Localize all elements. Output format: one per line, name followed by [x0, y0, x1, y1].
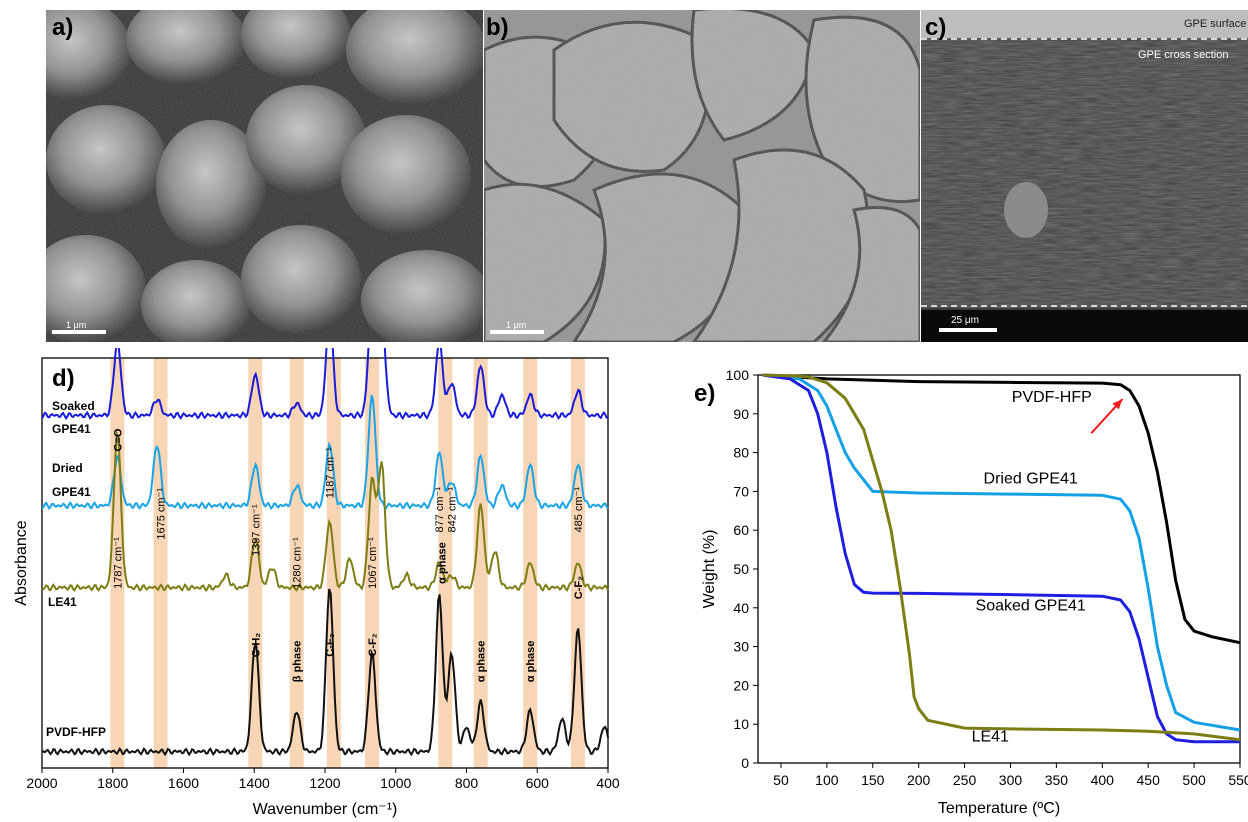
sem-image-b: b) 1 μm: [484, 10, 920, 342]
annotation-d-11: C-F₂: [573, 576, 585, 599]
annotation-d-1: 1787 cm⁻¹: [112, 537, 124, 589]
annotation-d-2: 1675 cm⁻¹: [156, 488, 168, 540]
panel-label-b: b): [486, 14, 509, 42]
annotation-d-9: 485 cm⁻¹: [573, 487, 585, 533]
x-tick-label-e-9: 500: [1182, 772, 1206, 788]
annotation-d-10: α phase: [437, 542, 449, 584]
chart-e-tga: PVDF-HFP Dried GPE41 Soaked GPE41 LE41 50 100…: [672, 348, 1248, 822]
annotation-d-17: α phase: [525, 641, 537, 683]
annotation-d-0: C=O: [112, 428, 124, 451]
y-tick-label-e-5: 50: [733, 561, 749, 577]
x-tick-label-d-6: 800: [455, 775, 479, 791]
y-tick-label-e-6: 60: [733, 522, 749, 538]
x-tick-label-d-5: 1000: [380, 775, 411, 791]
annotation-d-13: β phase: [292, 641, 304, 683]
gpe-surface-label: GPE surface: [1184, 18, 1246, 30]
panel-label-a: a): [52, 14, 73, 42]
scale-bar-label-a: 1 μm: [66, 320, 86, 330]
plot-frame-e: [758, 375, 1240, 763]
annotation-d-16: α phase: [476, 641, 488, 683]
chart-d-ftir: Soaked GPE41 Dried GPE41 LE41 PVDF-HFP C=O 1787…: [0, 348, 624, 822]
y-tick-label-e-4: 40: [733, 600, 749, 616]
x-tick-label-e-7: 400: [1091, 772, 1115, 788]
series-label-e-0: PVDF-HFP: [1012, 389, 1092, 406]
annotation-d-5: 1187 cm⁻¹: [325, 447, 337, 498]
annotation-d-4: 1280 cm⁻¹: [292, 537, 304, 589]
annotation-d-12: C-H₂: [250, 633, 262, 658]
sem-image-a: a) 1 μm: [46, 10, 483, 342]
annotation-d-6: 1067 cm⁻¹: [367, 537, 379, 589]
series-label-e-1: Dried GPE41: [984, 471, 1078, 488]
y-tick-label-e-2: 20: [733, 677, 749, 693]
x-tick-label-e-6: 350: [1045, 772, 1069, 788]
series-label-d-5: PVDF-HFP: [46, 725, 106, 739]
series-label-d-1: GPE41: [52, 422, 91, 436]
annotation-d-15: C-F₂: [367, 633, 379, 656]
x-tick-label-e-10: 550: [1228, 772, 1248, 788]
sem-image-c: c) GPE surface GPE cross section 25 μm: [921, 10, 1248, 342]
annotation-d-8: 842 cm⁻¹: [447, 487, 459, 533]
series-label-e-3: LE41: [972, 729, 1009, 746]
annotation-d-7: 877 cm⁻¹: [434, 487, 446, 533]
series-label-d-4: LE41: [48, 595, 77, 609]
series-label-d-0: Soaked: [52, 399, 95, 413]
series-label-e-2: Soaked GPE41: [976, 598, 1086, 615]
x-tick-label-e-8: 450: [1137, 772, 1161, 788]
band-1665: [154, 358, 168, 768]
y-tick-label-e-9: 90: [733, 406, 749, 422]
y-tick-label-e-8: 80: [733, 445, 749, 461]
y-tick-label-e-0: 0: [741, 755, 749, 771]
y-tick-label-e-7: 70: [733, 483, 749, 499]
x-tick-label-e-5: 300: [999, 772, 1023, 788]
x-tick-label-d-4: 1200: [309, 775, 340, 791]
tga-line-3: [763, 375, 1240, 740]
series-label-d-2: Dried: [52, 461, 83, 475]
x-tick-label-d-1: 1800: [97, 775, 128, 791]
x-axis-label-d: Wavenumber (cm⁻¹): [253, 801, 398, 818]
ftir-chart-svg: Soaked GPE41 Dried GPE41 LE41 PVDF-HFP C=O 1787…: [0, 348, 624, 822]
panel-label-e: e): [694, 380, 715, 407]
x-tick-label-d-7: 600: [526, 775, 550, 791]
x-tick-label-e-3: 200: [907, 772, 931, 788]
panel-label-d: d): [52, 365, 75, 392]
scale-bar-label-c: 25 μm: [951, 315, 979, 326]
x-tick-label-d-2: 1600: [168, 775, 199, 791]
x-tick-label-e-2: 150: [861, 772, 885, 788]
y-tick-label-e-3: 30: [733, 639, 749, 655]
y-tick-label-e-1: 10: [733, 716, 749, 732]
panel-label-c: c): [925, 14, 946, 42]
x-tick-label-e-0: 50: [773, 772, 789, 788]
x-tick-label-d-3: 1400: [239, 775, 270, 791]
x-tick-label-e-1: 100: [815, 772, 839, 788]
gpe-cross-section-label: GPE cross section: [1138, 49, 1228, 61]
x-tick-label-d-0: 2000: [26, 775, 57, 791]
y-axis-label-e: Weight (%): [701, 530, 718, 609]
scale-bar-label-b: 1 μm: [506, 320, 526, 330]
y-axis-label-d: Absorbance: [13, 520, 30, 605]
x-tick-label-d-8: 400: [596, 775, 620, 791]
y-tick-label-e-10: 100: [726, 367, 750, 383]
annotation-d-14: C-F₃: [325, 633, 337, 656]
series-label-d-3: GPE41: [52, 485, 91, 499]
tga-line-1: [763, 375, 1240, 730]
annotation-d-3: 1397 cm⁻¹: [250, 504, 262, 556]
x-axis-label-e: Temperature (ºC): [938, 800, 1060, 817]
spectrum-line-3: [42, 589, 608, 755]
x-tick-label-e-4: 250: [953, 772, 977, 788]
